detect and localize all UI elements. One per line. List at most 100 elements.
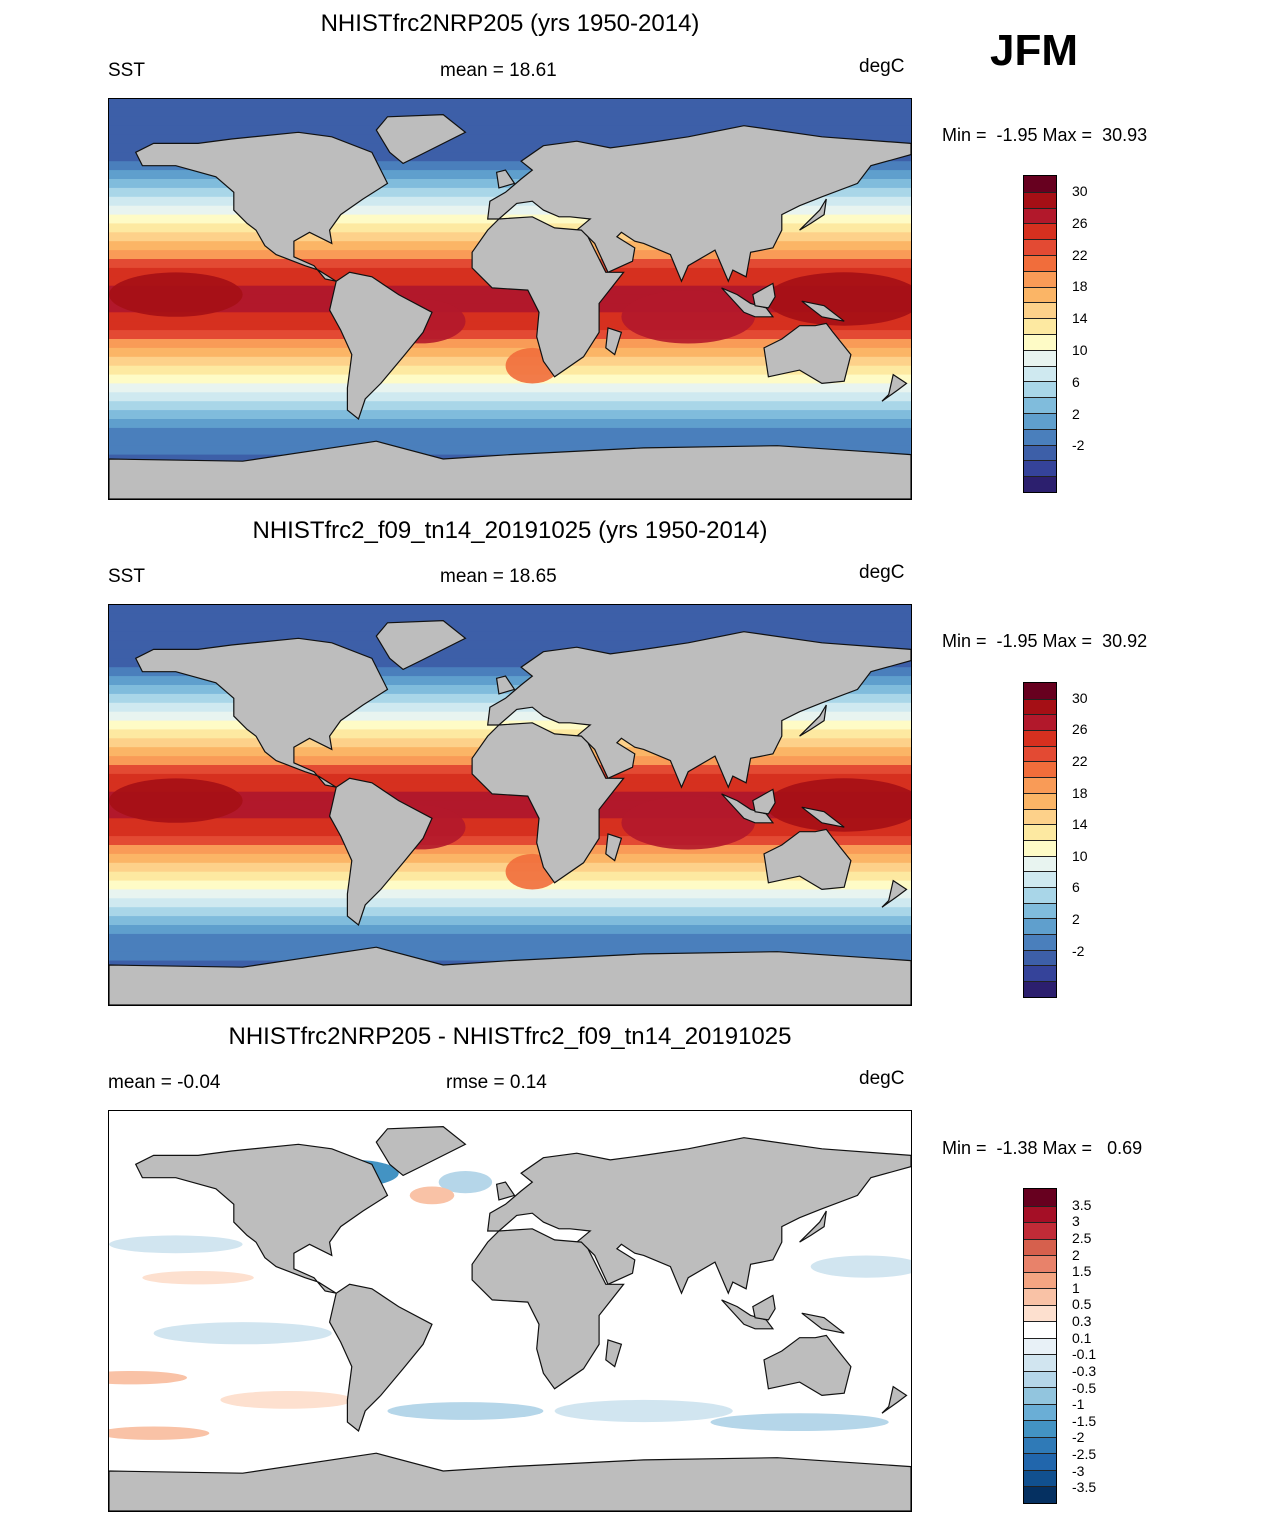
landmass bbox=[134, 131, 389, 282]
ocean-band bbox=[109, 383, 911, 393]
colorbar-tick-label: -0.3 bbox=[1072, 1362, 1097, 1379]
colorbar-tick-label: 26 bbox=[1072, 721, 1088, 738]
landmass bbox=[801, 300, 845, 322]
colorbar-swatch bbox=[1024, 381, 1056, 398]
ocean-band bbox=[109, 170, 911, 180]
ocean-band bbox=[109, 99, 911, 109]
colorbar-tick-label: 14 bbox=[1072, 310, 1088, 327]
colorbar-tick-label: 18 bbox=[1072, 278, 1088, 295]
ocean-band bbox=[109, 339, 911, 349]
landmass bbox=[881, 1385, 908, 1414]
colorbar-tick-label: 0.1 bbox=[1072, 1329, 1092, 1346]
colorbar-swatch bbox=[1024, 444, 1056, 461]
colorbar-swatch bbox=[1024, 1436, 1056, 1454]
colorbar-tick-label: 2.5 bbox=[1072, 1229, 1092, 1246]
ocean-band bbox=[109, 1111, 911, 1121]
ocean-band bbox=[109, 1173, 911, 1183]
ocean-band bbox=[109, 853, 911, 864]
panel-3-minmax: Min = -1.38 Max = 0.69 bbox=[942, 1138, 1143, 1158]
colorbar-tick-label: 2 bbox=[1072, 405, 1080, 422]
landmass bbox=[471, 216, 625, 378]
colorbar-swatch bbox=[1024, 777, 1056, 793]
colorbar-tick-label: 10 bbox=[1072, 341, 1088, 358]
difference-feature bbox=[109, 1426, 210, 1440]
colorbar-swatch bbox=[1024, 949, 1056, 966]
colorbar-swatch bbox=[1024, 683, 1056, 699]
ocean-band bbox=[109, 285, 911, 296]
landmass bbox=[721, 287, 775, 318]
panel-2-mean-label: mean = 18.65 bbox=[440, 566, 557, 587]
colorbar-tick-label: 22 bbox=[1072, 753, 1088, 769]
colorbar-swatch bbox=[1024, 730, 1056, 746]
ocean-band bbox=[109, 622, 911, 633]
colorbar-tick-label: -1.5 bbox=[1072, 1412, 1097, 1429]
ocean-band bbox=[109, 1119, 911, 1130]
landmass bbox=[328, 271, 433, 421]
ocean-band bbox=[109, 1137, 911, 1148]
colorbar-swatch bbox=[1024, 349, 1056, 366]
ocean-band bbox=[109, 143, 911, 153]
ocean-band bbox=[109, 809, 911, 819]
ocean-band bbox=[109, 640, 911, 651]
ocean-band bbox=[109, 631, 911, 642]
difference-feature bbox=[409, 1186, 455, 1205]
colorbar-swatch bbox=[1024, 1387, 1056, 1404]
colorbar-tick-label: 6 bbox=[1072, 879, 1080, 896]
panel-3-map bbox=[108, 1110, 912, 1512]
colorbar-swatch bbox=[1024, 745, 1056, 762]
ocean-band bbox=[109, 667, 911, 677]
panel-1-minmax: Min = -1.95 Max = 30.93 bbox=[942, 125, 1148, 145]
ocean-band bbox=[109, 410, 911, 420]
ocean-band bbox=[109, 1333, 911, 1343]
landmass bbox=[487, 631, 911, 789]
colorbar-swatch bbox=[1024, 1189, 1056, 1206]
colorbar-swatch bbox=[1024, 839, 1056, 856]
ocean-band bbox=[109, 1439, 911, 1450]
ocean-band bbox=[109, 321, 911, 331]
colorbar-swatch bbox=[1024, 1420, 1056, 1437]
ocean-band bbox=[109, 613, 911, 624]
landmass bbox=[471, 1228, 625, 1390]
colorbar-tick-label: -1 bbox=[1072, 1396, 1085, 1413]
colorbar-swatch bbox=[1024, 333, 1056, 350]
landmass bbox=[495, 1181, 516, 1201]
difference-feature bbox=[109, 1235, 243, 1254]
ocean-band bbox=[109, 419, 911, 429]
panel-1-colorbar bbox=[1023, 175, 1057, 493]
difference-feature bbox=[153, 1322, 332, 1345]
ocean-band bbox=[109, 1146, 911, 1157]
ocean-band bbox=[109, 951, 911, 962]
landmass bbox=[801, 1312, 845, 1334]
ocean-band bbox=[109, 916, 911, 926]
colorbar-swatch bbox=[1024, 428, 1056, 445]
ocean-band bbox=[109, 1386, 911, 1397]
colorbar-swatch bbox=[1024, 1222, 1056, 1239]
difference-feature bbox=[220, 1391, 354, 1409]
ocean-band bbox=[109, 1377, 911, 1388]
panel-1-variable-label: SST bbox=[108, 60, 145, 81]
ocean-band bbox=[109, 836, 911, 846]
landmass bbox=[881, 879, 908, 908]
landmass bbox=[799, 1210, 827, 1243]
colorbar-tick-label: 30 bbox=[1072, 182, 1088, 199]
colorbar-tick-label: 14 bbox=[1072, 816, 1088, 833]
landmass bbox=[721, 1299, 775, 1330]
ocean-band bbox=[109, 1217, 911, 1228]
ocean-band bbox=[109, 116, 911, 127]
colorbar-swatch bbox=[1024, 886, 1056, 903]
colorbar-swatch bbox=[1024, 460, 1056, 477]
panel-2-map-svg bbox=[109, 605, 911, 1005]
colorbar-swatch bbox=[1024, 1288, 1056, 1305]
colorbar-swatch bbox=[1024, 934, 1056, 950]
panel-1-mean-label: mean = 18.61 bbox=[440, 60, 557, 81]
landmass bbox=[721, 793, 775, 824]
colorbar-swatch bbox=[1024, 855, 1056, 872]
colorbar-swatch bbox=[1024, 981, 1056, 997]
ocean-band bbox=[109, 436, 911, 447]
landmass bbox=[109, 440, 911, 499]
colorbar-swatch bbox=[1024, 1205, 1056, 1223]
ocean-band bbox=[109, 134, 911, 145]
difference-feature bbox=[710, 1413, 889, 1431]
colorbar-swatch bbox=[1024, 1469, 1056, 1487]
ocean-band bbox=[109, 1422, 911, 1432]
